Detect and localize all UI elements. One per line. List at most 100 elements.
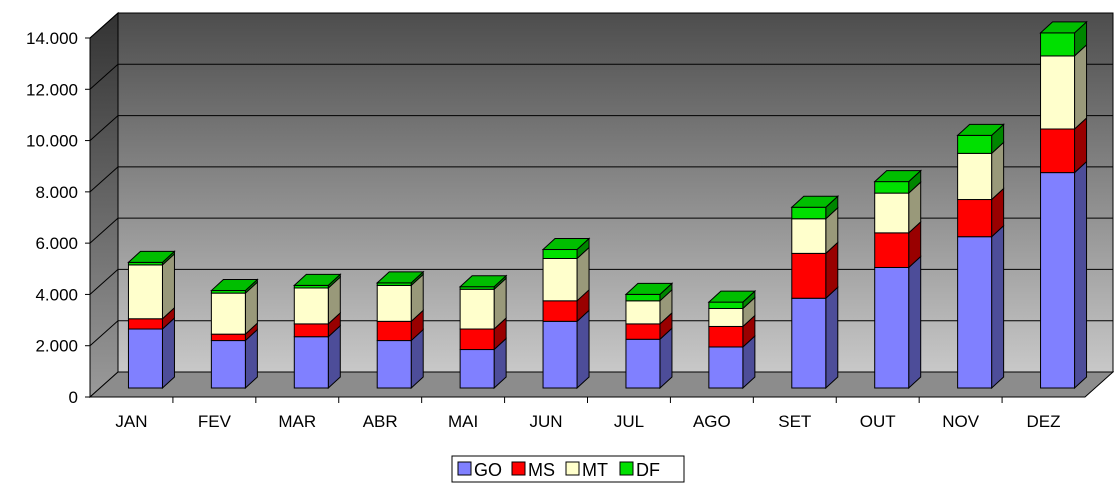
bar-front <box>127 264 163 320</box>
y-tick-label: 0 <box>69 388 78 407</box>
bar-front <box>293 323 329 338</box>
legend-label-ms: MS <box>528 460 555 480</box>
x-tick-label: MAR <box>278 412 316 431</box>
bar-df-jan <box>127 250 176 267</box>
bar-side <box>161 316 175 390</box>
y-tick-label: 12.000 <box>26 80 78 99</box>
y-tick-label: 10.000 <box>26 132 78 151</box>
bar-top <box>956 123 1005 136</box>
bar-front <box>1040 55 1076 130</box>
bar-ms-abr <box>376 309 424 342</box>
y-tick-label: 4.000 <box>35 285 78 304</box>
bar-front <box>874 181 910 194</box>
bar-mt-jan <box>127 252 175 320</box>
bar-front <box>957 152 993 201</box>
bar-top <box>458 275 508 288</box>
gridline <box>89 320 1113 347</box>
bar-top <box>1039 21 1088 34</box>
bar-side <box>1074 160 1088 390</box>
x-tick-label: SET <box>778 412 811 431</box>
bar-go-fev <box>210 328 258 390</box>
bar-stack-jun <box>541 237 591 390</box>
legend-label-df: DF <box>636 460 660 480</box>
bar-front <box>1040 128 1076 174</box>
gridline <box>89 12 1113 39</box>
bar-front <box>874 232 910 268</box>
bar-mt-out <box>874 180 922 234</box>
bar-go-ago <box>708 334 756 390</box>
gridline <box>89 166 1113 193</box>
bar-front <box>874 192 910 234</box>
bar-front <box>542 320 578 389</box>
x-tick-label: MAI <box>448 412 478 431</box>
legend-swatch-mt <box>565 461 580 476</box>
x-tick-label: AGO <box>693 412 731 431</box>
bar-front <box>127 328 163 389</box>
bar-go-out <box>874 255 922 390</box>
bar-front <box>625 293 661 302</box>
bar-go-set <box>791 286 839 390</box>
bar-top <box>790 195 840 208</box>
bar-front <box>210 333 246 342</box>
bar-front <box>210 292 246 335</box>
bar-ms-dez <box>1040 116 1088 174</box>
bar-go-mai <box>459 337 507 390</box>
bar-front <box>210 340 246 389</box>
bar-stack-out <box>873 169 922 390</box>
bar-df-out <box>873 169 922 195</box>
bar-mt-nov <box>957 141 1005 201</box>
x-axis-tick-labels: JAN FEV MAR ABR MAI JUN JUL AGO SET OUT NOV DEZ <box>115 412 1060 431</box>
bar-stack-abr <box>375 270 425 390</box>
bar-go-mar <box>293 324 341 390</box>
x-tick-label: JUL <box>614 412 644 431</box>
bar-front <box>459 328 495 351</box>
bar-go-dez <box>1040 160 1088 390</box>
bar-front <box>791 252 827 299</box>
bar-ms-mai <box>459 316 507 351</box>
bar-front <box>376 340 412 389</box>
bar-side <box>991 224 1005 390</box>
bar-front <box>625 300 661 325</box>
x-tick-label: FEV <box>198 412 232 431</box>
legend-label-go: GO <box>474 460 502 480</box>
bar-df-dez <box>1039 20 1088 58</box>
y-tick-label: 8.000 <box>35 183 78 202</box>
x-tick-label: ABR <box>363 412 398 431</box>
bar-front <box>376 284 412 322</box>
legend-swatch-df <box>619 461 634 476</box>
legend-swatch-go <box>457 461 472 476</box>
x-tick-label: JUN <box>530 412 563 431</box>
bar-side <box>908 255 922 390</box>
gridline <box>89 115 1113 141</box>
bar-top <box>873 170 922 183</box>
bar-df-abr <box>375 270 425 287</box>
bar-front <box>127 318 163 330</box>
bar-stack-ago <box>707 289 757 390</box>
x-tick-label: JAN <box>115 412 147 431</box>
axes <box>85 37 1085 403</box>
bar-df-mai <box>458 274 508 291</box>
x-tick-label: NOV <box>942 412 980 431</box>
bars <box>127 20 1088 390</box>
bar-top <box>541 238 591 251</box>
bar-df-jul <box>624 282 674 302</box>
side-wall <box>89 11 119 399</box>
bar-front <box>542 300 578 322</box>
bar-front <box>625 338 661 389</box>
bar-go-abr <box>376 328 424 390</box>
bar-front <box>376 320 412 342</box>
y-tick-label: 2.000 <box>35 337 78 356</box>
bar-front <box>791 206 827 220</box>
gridline <box>89 217 1113 244</box>
legend-swatch-ms <box>511 461 526 476</box>
bar-front <box>293 287 329 325</box>
bar-df-jun <box>541 237 591 260</box>
bar-front <box>708 325 744 348</box>
bar-top <box>707 290 757 303</box>
bar-front <box>1040 172 1076 389</box>
bar-mt-mai <box>459 277 507 331</box>
bar-side <box>825 286 839 390</box>
gridlines <box>89 12 1113 347</box>
bar-top <box>375 271 425 284</box>
